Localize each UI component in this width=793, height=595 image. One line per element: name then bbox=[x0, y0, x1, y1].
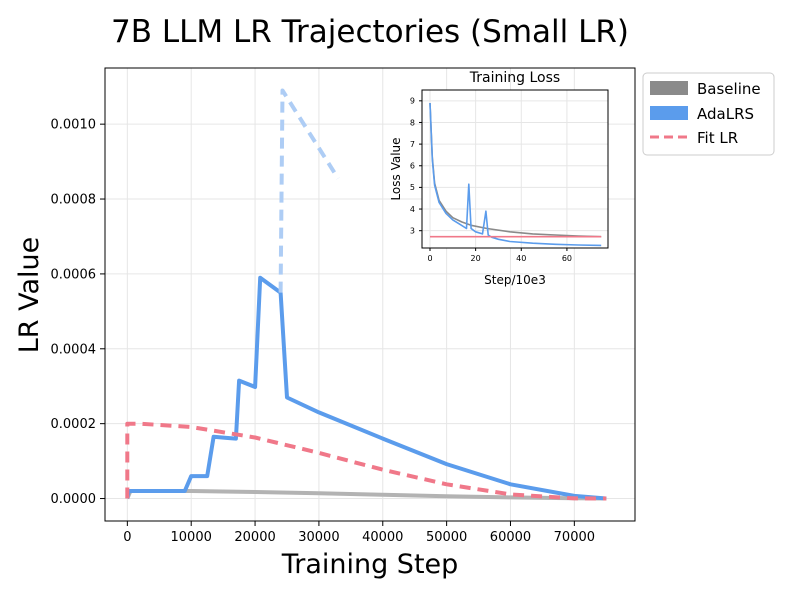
legend: Baseline AdaLRS Fit LR bbox=[642, 72, 775, 156]
main-axis-ticks: 0 10000 20000 30000 40000 50000 60000 70000 0.00… bbox=[51, 118, 596, 545]
legend-swatch-baseline bbox=[650, 81, 688, 95]
legend-entry-baseline: Baseline bbox=[650, 80, 761, 98]
inset-y-tick-label: 6 bbox=[410, 162, 415, 171]
legend-label-adalrs: AdaLRS bbox=[697, 105, 754, 123]
inset-background bbox=[422, 90, 608, 248]
inset-x-tick-label: 60 bbox=[562, 254, 572, 263]
x-axis-label: Training Step bbox=[281, 549, 459, 580]
main-x-tick-label: 20000 bbox=[234, 530, 275, 545]
inset-series-lines bbox=[429, 102, 602, 247]
main-x-tick-label: 60000 bbox=[490, 530, 531, 545]
legend-entry-adalrs: AdaLRS bbox=[650, 105, 754, 123]
inset-x-tick-label: 20 bbox=[471, 254, 481, 263]
inset-plot-frame bbox=[421, 89, 609, 249]
main-x-tick-label: 0 bbox=[123, 530, 131, 545]
inset-y-axis-label: Loss Value bbox=[389, 137, 403, 200]
main-x-tick-label: 50000 bbox=[426, 530, 467, 545]
inset-y-tick-label: 7 bbox=[410, 140, 415, 149]
legend-swatch-adalrs bbox=[650, 106, 688, 120]
main-plot-frame bbox=[104, 67, 636, 522]
inset-y-tick-label: 4 bbox=[410, 205, 415, 214]
main-y-tick-label: 0.0002 bbox=[51, 417, 97, 432]
main-x-tick-label: 40000 bbox=[362, 530, 403, 545]
chart-title: 7B LLM LR Trajectories (Small LR) bbox=[111, 14, 629, 50]
inset-title: Training Loss bbox=[469, 70, 560, 86]
inset-y-tick-label: 8 bbox=[410, 118, 415, 127]
main-line-fit-lr bbox=[125, 421, 607, 501]
main-x-tick-label: 70000 bbox=[554, 530, 595, 545]
inset-grid bbox=[422, 90, 608, 248]
inset-y-tick-label: 3 bbox=[410, 226, 415, 235]
inset-x-tick-label: 40 bbox=[516, 254, 526, 263]
inset-x-axis-label: Step/10e3 bbox=[484, 273, 546, 287]
inset-line-adalrs bbox=[429, 102, 602, 247]
inset-y-tick-label: 5 bbox=[410, 183, 415, 192]
legend-label-baseline: Baseline bbox=[697, 80, 761, 98]
main-y-tick-label: 0.0000 bbox=[51, 492, 97, 507]
main-y-tick-label: 0.0006 bbox=[51, 267, 97, 282]
main-x-tick-label: 30000 bbox=[298, 530, 339, 545]
legend-label-fit-lr: Fit LR bbox=[697, 129, 738, 147]
main-line-adalrs bbox=[125, 275, 607, 501]
legend-entry-fit-lr: Fit LR bbox=[650, 129, 738, 147]
main-x-tick-label: 10000 bbox=[171, 530, 212, 545]
main-y-tick-label: 0.0010 bbox=[51, 118, 97, 133]
inset-y-tick-label: 9 bbox=[410, 97, 415, 106]
inset-axis-ticks: 0 20 40 60 3 4 5 6 7 8 9 bbox=[410, 97, 572, 263]
main-y-tick-label: 0.0008 bbox=[51, 193, 97, 208]
inset-x-tick-label: 0 bbox=[427, 254, 432, 263]
y-axis-label: LR Value bbox=[14, 237, 45, 354]
main-series-lines bbox=[125, 88, 607, 501]
main-y-tick-label: 0.0004 bbox=[51, 342, 97, 357]
main-line-adalrs-rejected-branch bbox=[278, 88, 340, 293]
